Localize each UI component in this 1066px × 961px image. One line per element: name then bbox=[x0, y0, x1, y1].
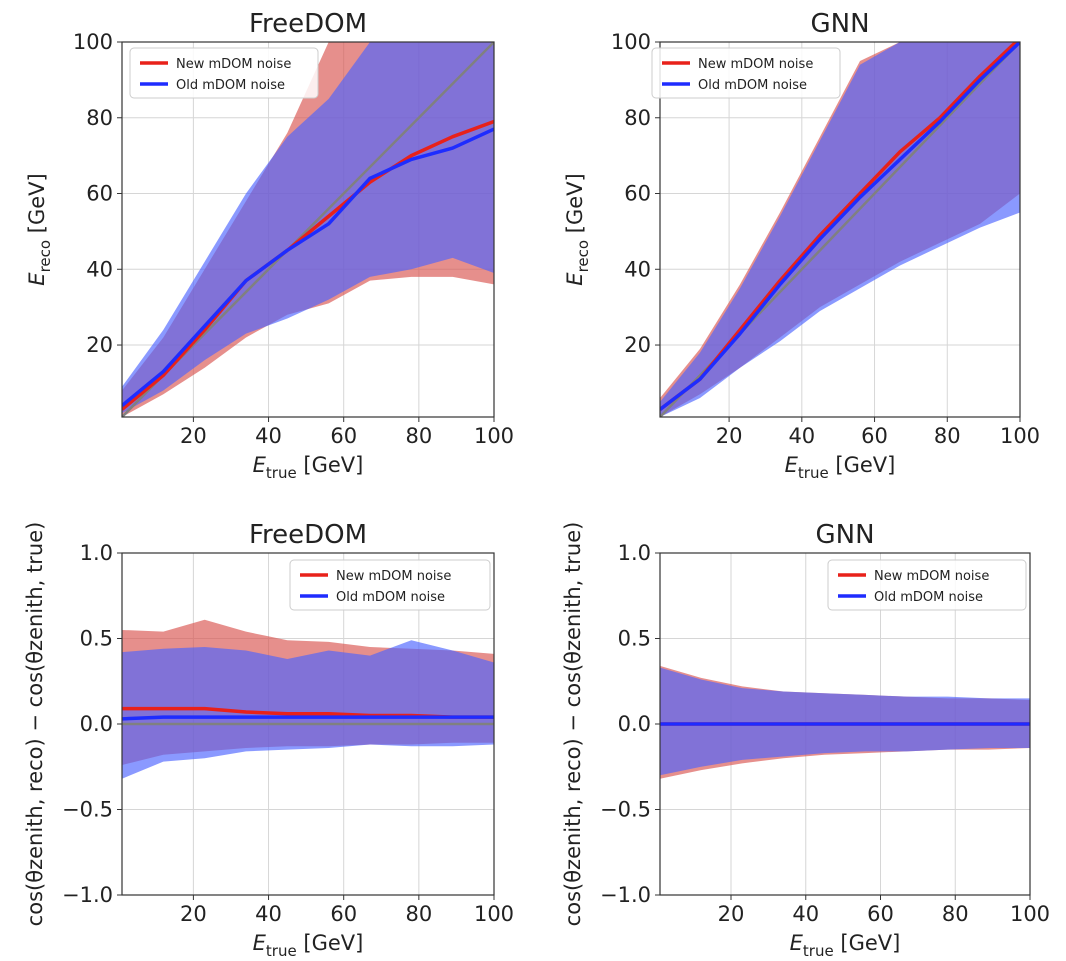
legend-label: New mDOM noise bbox=[336, 569, 451, 584]
x-tick-label: 40 bbox=[255, 902, 282, 926]
x-tick-label: 60 bbox=[330, 902, 357, 926]
y-tick-label: 40 bbox=[624, 257, 651, 281]
y-tick-label: 40 bbox=[86, 257, 113, 281]
plot-content bbox=[122, 42, 494, 417]
legend-box bbox=[651, 47, 841, 99]
y-tick-label: 1.0 bbox=[80, 541, 113, 565]
legend-label: Old mDOM noise bbox=[874, 590, 983, 605]
x-axis-label: Etrue [GeV] bbox=[253, 931, 364, 960]
y-tick-label: 0.0 bbox=[80, 712, 113, 736]
x-tick-label: 60 bbox=[861, 424, 888, 448]
y-tick-label: 0.0 bbox=[618, 712, 651, 736]
series-line-old-mdom-noise bbox=[122, 715, 494, 721]
legend-label: Old mDOM noise bbox=[698, 78, 807, 93]
x-tick-label: 20 bbox=[180, 424, 207, 448]
x-axis-label: Etrue [GeV] bbox=[790, 931, 901, 960]
y-tick-label: 80 bbox=[86, 106, 113, 130]
y-tick-label: 20 bbox=[624, 333, 651, 357]
x-tick-label: 100 bbox=[1000, 424, 1040, 448]
y-tick-label: 80 bbox=[624, 106, 651, 130]
y-axis-label: Ereco [GeV] bbox=[563, 173, 592, 285]
legend: New mDOM noise Old mDOM noise bbox=[651, 47, 841, 99]
x-tick-label: 60 bbox=[330, 424, 357, 448]
series-line-old-mdom-noise bbox=[122, 127, 494, 407]
y-tick-label: −1.0 bbox=[62, 883, 113, 907]
panel-title: GNN bbox=[815, 520, 874, 550]
legend-label: Old mDOM noise bbox=[176, 78, 285, 93]
y-tick-label: −1.0 bbox=[600, 883, 651, 907]
y-tick-label: 60 bbox=[624, 182, 651, 206]
plot-frame bbox=[659, 41, 1021, 418]
band-old-mdom-noise bbox=[122, 640, 494, 779]
x-tick-label: 80 bbox=[934, 424, 961, 448]
legend: New mDOM noise Old mDOM noise bbox=[129, 47, 319, 99]
x-tick-label: 20 bbox=[718, 902, 745, 926]
x-tick-label: 40 bbox=[792, 902, 819, 926]
y-tick-label: 100 bbox=[73, 30, 113, 54]
y-tick-label: −0.5 bbox=[600, 798, 651, 822]
legend-label: Old mDOM noise bbox=[336, 590, 445, 605]
x-tick-label: 20 bbox=[716, 424, 743, 448]
panel-title: FreeDOM bbox=[249, 520, 367, 550]
legend-label: New mDOM noise bbox=[698, 57, 813, 72]
series-line-new-mdom-noise bbox=[122, 119, 494, 411]
x-axis-label: Etrue [GeV] bbox=[785, 453, 896, 482]
legend-label: New mDOM noise bbox=[874, 569, 989, 584]
chart-panel-3: 20 40 60 80 100 −1.0 −0.5 0.0 0.5 1.0 FreeDOM Etrue… bbox=[23, 520, 514, 960]
chart-panel-4: 20 40 60 80 100 −1.0 −0.5 0.0 0.5 1.0 GNN Etrue [Ge… bbox=[561, 520, 1050, 960]
legend-box bbox=[129, 47, 319, 99]
y-axis-label: Ereco [GeV] bbox=[25, 173, 54, 285]
plot-content bbox=[122, 619, 494, 779]
x-tick-label: 100 bbox=[1010, 902, 1050, 926]
legend-box bbox=[827, 559, 1027, 611]
legend-label: New mDOM noise bbox=[176, 57, 291, 72]
panel-title: GNN bbox=[810, 9, 869, 39]
series-line-old-mdom-noise bbox=[660, 42, 1020, 411]
y-axis-label: cos(θzenith, reco) − cos(θzenith, true) bbox=[561, 522, 585, 927]
legend: New mDOM noise Old mDOM noise bbox=[827, 559, 1027, 611]
y-tick-label: −0.5 bbox=[62, 798, 113, 822]
y-tick-label: 0.5 bbox=[80, 627, 113, 651]
plot-content bbox=[660, 42, 1020, 417]
y-tick-label: 20 bbox=[86, 333, 113, 357]
x-tick-label: 40 bbox=[255, 424, 282, 448]
x-tick-label: 80 bbox=[405, 424, 432, 448]
legend-box bbox=[289, 559, 491, 611]
x-axis-label: Etrue [GeV] bbox=[253, 453, 364, 482]
plot-frame bbox=[121, 41, 495, 418]
x-tick-label: 100 bbox=[474, 424, 514, 448]
y-tick-label: 1.0 bbox=[618, 541, 651, 565]
y-axis-label: cos(θzenith, reco) − cos(θzenith, true) bbox=[23, 522, 47, 927]
plot-content bbox=[660, 665, 1030, 779]
x-tick-label: 20 bbox=[180, 902, 207, 926]
chart-panel-1: 20 40 60 80 100 20 40 60 80 100 FreeDOM Etrue [GeV]… bbox=[25, 9, 514, 482]
x-tick-label: 100 bbox=[474, 902, 514, 926]
x-tick-label: 80 bbox=[405, 902, 432, 926]
y-tick-label: 100 bbox=[611, 30, 651, 54]
panel-title: FreeDOM bbox=[249, 9, 367, 39]
y-tick-label: 0.5 bbox=[618, 627, 651, 651]
y-tick-label: 60 bbox=[86, 182, 113, 206]
band-old-mdom-noise bbox=[660, 667, 1030, 776]
x-tick-label: 80 bbox=[942, 902, 969, 926]
x-tick-label: 40 bbox=[788, 424, 815, 448]
legend: New mDOM noise Old mDOM noise bbox=[289, 559, 491, 611]
chart-panel-2: 20 40 60 80 100 20 40 60 80 100 GNN Etrue [GeV] Erec… bbox=[563, 9, 1040, 482]
x-tick-label: 60 bbox=[867, 902, 894, 926]
